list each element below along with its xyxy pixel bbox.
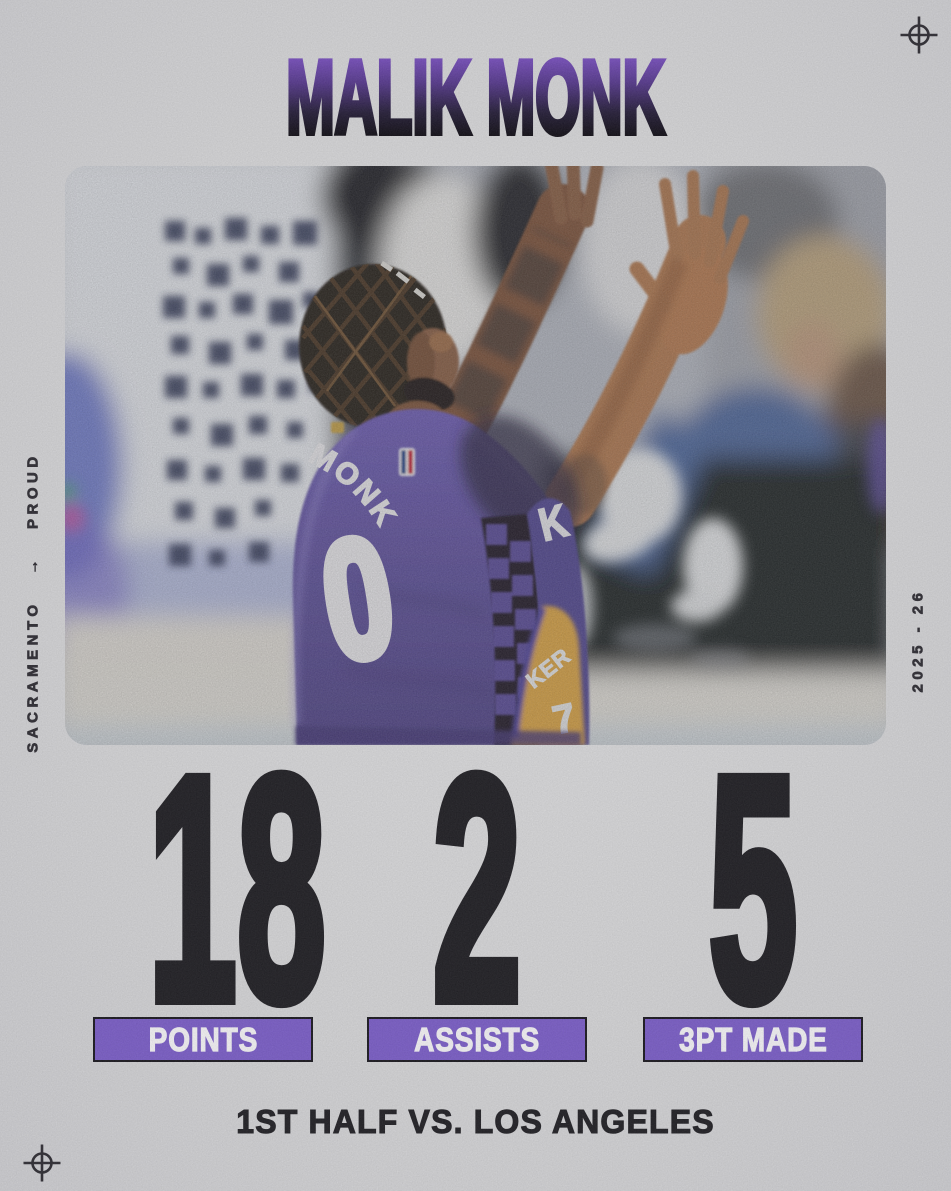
side-word-label: PROUD — [24, 452, 42, 529]
registration-mark-icon — [900, 16, 938, 54]
side-city-label: SACRAMENTO — [24, 600, 42, 753]
stat-points-label-box: POINTS — [93, 1017, 313, 1062]
registration-mark-icon — [23, 1144, 61, 1182]
stat-threes-label: 3PT MADE — [678, 1020, 828, 1058]
player-photo: MONK 0 — [65, 166, 886, 745]
page-title: MALIK MONK — [284, 37, 667, 157]
season-label: 2025 - 26 — [909, 588, 927, 693]
stat-assists: 2 — [367, 709, 587, 1067]
photo-illustration: MONK 0 — [65, 166, 886, 745]
stat-assists-value: 2 — [430, 709, 525, 1067]
stat-points: 18 — [93, 709, 329, 1067]
photo-grain-light — [65, 166, 886, 745]
arrow-up-glyph: → — [24, 554, 42, 575]
stat-points-label: POINTS — [148, 1020, 258, 1058]
stat-threes: 5 — [643, 709, 863, 1067]
stat-threes-label-box: 3PT MADE — [643, 1017, 863, 1062]
stat-assists-label: ASSISTS — [413, 1020, 540, 1058]
side-label-right: 2025 - 26 — [895, 525, 941, 755]
stat-points-value: 18 — [145, 709, 329, 1067]
stat-threes-value: 5 — [706, 709, 801, 1067]
side-label-left: SACRAMENTO → PROUD — [10, 445, 56, 760]
stat-assists-label-box: ASSISTS — [367, 1017, 587, 1062]
caption: 1ST HALF VS. LOS ANGELES — [236, 1102, 715, 1140]
page-title-text: MALIK MONK — [286, 39, 665, 155]
